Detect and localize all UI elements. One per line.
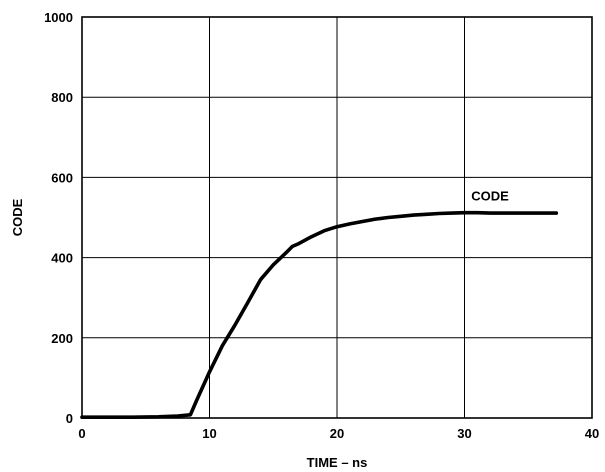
y-tick-label: 1000 xyxy=(44,10,73,25)
plot-frame xyxy=(81,16,593,419)
y-tick-label: 600 xyxy=(51,170,73,185)
x-tick-label: 0 xyxy=(78,426,85,441)
series-layer xyxy=(80,210,559,420)
grid xyxy=(82,17,592,418)
x-tick-label: 40 xyxy=(585,426,599,441)
y-tick-label: 0 xyxy=(66,411,73,426)
y-tick-label: 800 xyxy=(51,90,73,105)
y-axis-title: CODE xyxy=(10,198,25,236)
x-axis-title: TIME – ns xyxy=(307,455,368,470)
y-tick-label: 400 xyxy=(51,251,73,266)
series-line-0 xyxy=(80,210,559,420)
y-tick-label: 200 xyxy=(51,331,73,346)
series-annotation: CODE xyxy=(471,188,509,203)
annotations: CODE xyxy=(471,188,509,203)
x-tick-label: 30 xyxy=(457,426,471,441)
x-tick-label: 10 xyxy=(202,426,216,441)
x-tick-label: 20 xyxy=(330,426,344,441)
